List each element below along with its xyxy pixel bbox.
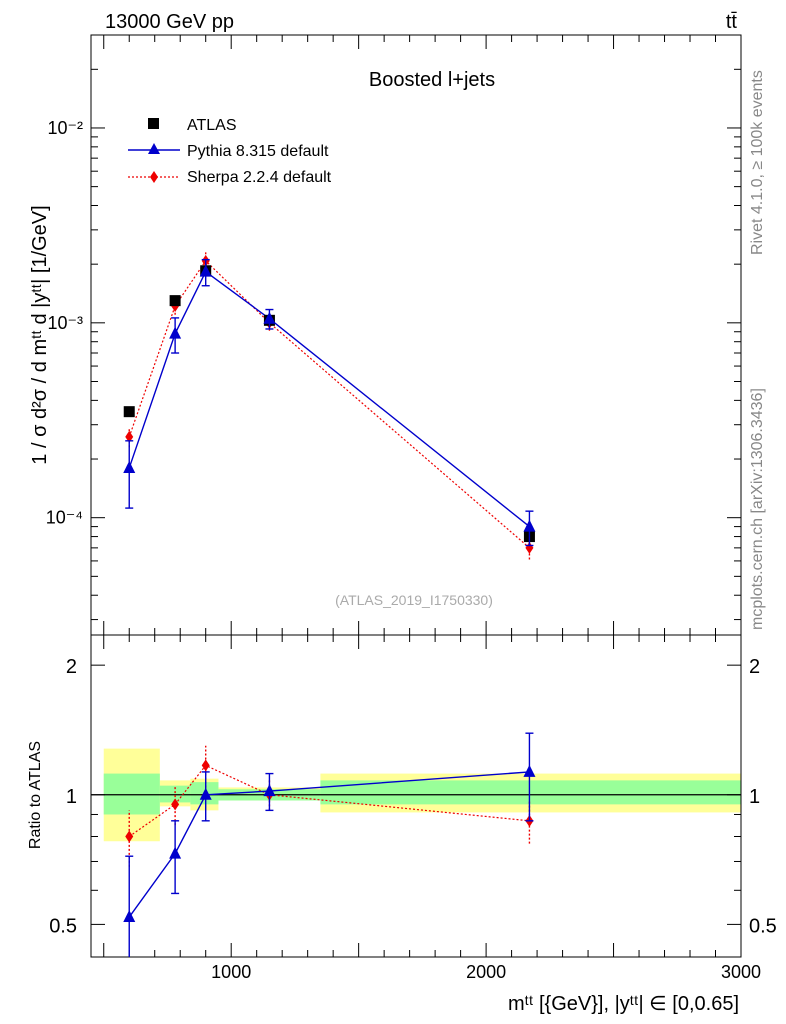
legend-pythia-label: Pythia 8.315 default bbox=[187, 143, 329, 160]
ratio-y-tick-label-left: 1 bbox=[66, 786, 77, 808]
ratio-y-tick-label-left: 2 bbox=[66, 656, 77, 678]
main-pythia-point bbox=[263, 311, 276, 324]
main-panel: Boosted l+jets (ATLAS_2019_I1750330) 1 /… bbox=[29, 34, 742, 636]
main-y-tick-label: 10⁻² bbox=[47, 118, 83, 138]
legend-sherpa-marker bbox=[150, 171, 158, 183]
main-pythia-line bbox=[128, 270, 530, 528]
ratio-inner-band bbox=[159, 785, 191, 803]
legend-sherpa-label: Sherpa 2.2.4 default bbox=[187, 169, 332, 186]
ratio-y-tick-label-right: 0.5 bbox=[749, 915, 777, 937]
ratio-sherpa-point bbox=[171, 798, 180, 811]
main-pythia-point bbox=[169, 326, 182, 339]
main-panel-title: Boosted l+jets bbox=[369, 69, 495, 91]
main-pythia-point bbox=[123, 460, 136, 473]
ratio-pythia-point bbox=[263, 784, 276, 797]
rivet-version-label: Rivet 4.1.0, ≥ 100k events bbox=[749, 70, 766, 255]
ratio-y-tick-label-left: 0.5 bbox=[49, 915, 77, 937]
main-pythia-point bbox=[199, 264, 212, 277]
source-reference-label: mcplots.cern.ch [arXiv:1306.3436] bbox=[749, 388, 766, 630]
ratio-panel-frame bbox=[90, 634, 742, 958]
ratio-y-tick-label-right: 2 bbox=[749, 656, 760, 678]
main-y-tick-label: 10⁻³ bbox=[47, 313, 83, 333]
main-sherpa-point bbox=[125, 430, 134, 443]
ratio-pythia-point bbox=[523, 764, 536, 777]
main-atlas-point bbox=[123, 406, 135, 418]
ratio-pythia-point bbox=[123, 910, 136, 923]
header-right-label: tt̄ bbox=[726, 11, 738, 33]
main-y-axis-label: 1 / σ d²σ / d mᵗᵗ d |yᵗᵗ| [1/GeV] bbox=[29, 205, 51, 464]
ratio-y-tick-label-right: 1 bbox=[749, 786, 760, 808]
ratio-pythia-point bbox=[169, 846, 182, 859]
legend-atlas-marker bbox=[148, 118, 159, 129]
header-left-label: 13000 GeV pp bbox=[105, 11, 234, 33]
x-tick-label: 1000 bbox=[211, 962, 251, 982]
legend-pythia-marker bbox=[148, 143, 160, 154]
main-pythia-point bbox=[523, 519, 536, 532]
main-y-tick-label: 10⁻⁴ bbox=[46, 508, 83, 528]
ratio-panel: Ratio to ATLAS mᵗᵗ [{GeV}], |yᵗᵗ| ∈ [0,0… bbox=[27, 634, 777, 1015]
ratio-pythia-point bbox=[199, 787, 212, 800]
ratio-sherpa-point bbox=[125, 830, 134, 843]
analysis-id-label: (ATLAS_2019_I1750330) bbox=[335, 592, 493, 608]
x-tick-label: 3000 bbox=[721, 962, 761, 982]
legend-atlas-label: ATLAS bbox=[187, 117, 237, 134]
legend: ATLAS Pythia 8.315 default Sherpa 2.2.4 … bbox=[128, 117, 332, 186]
ratio-inner-band bbox=[103, 773, 160, 815]
ratio-inner-band bbox=[320, 780, 741, 805]
ratio-y-axis-label: Ratio to ATLAS bbox=[27, 741, 44, 849]
main-atlas-point bbox=[169, 295, 181, 307]
ratio-sherpa-point bbox=[201, 759, 210, 772]
x-tick-label: 2000 bbox=[466, 962, 506, 982]
x-axis-label: mᵗᵗ [{GeV}], |yᵗᵗ| ∈ [0,0.65] bbox=[508, 993, 739, 1015]
